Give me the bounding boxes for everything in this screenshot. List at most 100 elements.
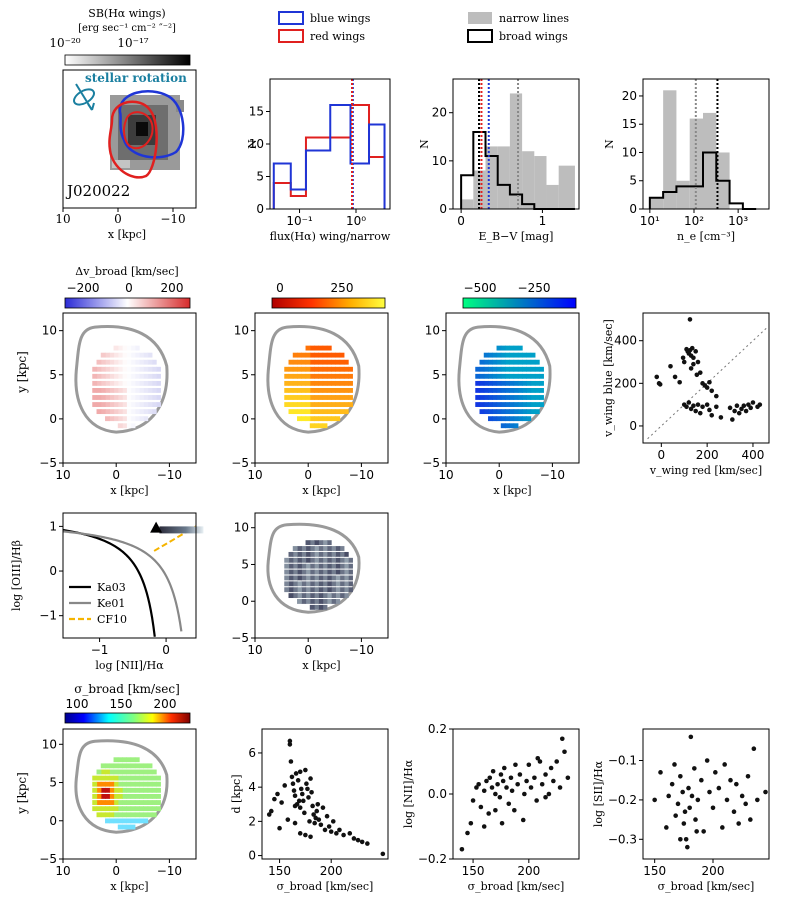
sigsii-ytick-label: −0.3 [608, 832, 637, 846]
bpt-map-pixel [297, 569, 302, 575]
dv-map-ytick-label: 5 [49, 368, 57, 382]
sigma-map-pixel [139, 781, 144, 787]
bpt-map-pixel [292, 569, 298, 575]
bpt-map-pixel [331, 593, 336, 599]
dv-map-pixel [113, 352, 119, 358]
blue-map-pixel [526, 373, 532, 379]
red-map-pixel [309, 409, 315, 415]
bpt-map-pixel [343, 569, 349, 575]
signii-point [493, 791, 498, 797]
blue-map-xtick-label: −10 [540, 468, 565, 482]
bpt-map-pixel [335, 599, 341, 604]
bpt-map-pixel [301, 575, 307, 581]
blue-map-pixel [517, 409, 523, 415]
flux-xtick-label: 10⁰ [346, 214, 366, 228]
red-map-pixel [301, 380, 307, 386]
ne-frame [642, 78, 770, 210]
dv-map-contour [74, 325, 169, 434]
sigma-map-pixel [100, 787, 106, 793]
bpt-map-pixel [305, 599, 311, 604]
red-map-pixel [318, 380, 324, 386]
bpt-map-pixel [318, 587, 324, 593]
blue-map-pixel [534, 359, 540, 365]
blue-map-pixel [522, 373, 527, 379]
blue-map-pixel [522, 395, 527, 400]
dv-map-pixel [126, 409, 132, 415]
sb-map-panel: stellar rotation J020022 10 0 −10 x [kpc… [55, 69, 197, 241]
dv-map-pixel [134, 373, 140, 379]
blue-map-pixel [522, 359, 527, 365]
sigma-map-frame [62, 728, 197, 860]
vwing-point [736, 410, 742, 416]
red-map-pixel [288, 366, 294, 372]
bpt-map-pixel [331, 587, 336, 593]
bpt-map-pixel [309, 581, 315, 587]
red-map-pixel [331, 388, 336, 393]
sigma-map-pixel [117, 800, 123, 805]
bpt-map-pixel [292, 563, 298, 569]
sigma-map-pixel [147, 763, 153, 769]
bpt-map-pixel [305, 581, 311, 587]
sigma-map-pixel [109, 763, 115, 769]
bpt-map-pixel [335, 587, 341, 593]
bpt-map-pixel [301, 551, 307, 557]
sigma-map-pixel [151, 806, 157, 812]
sigma-map-pixel [113, 769, 119, 775]
signii-point [508, 775, 514, 781]
sigma-map-pixel [126, 800, 132, 805]
sigma-d-scatter: 150 200 0 2 4 6 σ_broad [km/sec] d [kpc] [230, 728, 389, 893]
bpt-map-pixel [305, 546, 311, 551]
sigma-map-pixel [122, 763, 127, 769]
bpt-map-pixel [284, 563, 290, 569]
sigma-map-pixel [126, 781, 132, 787]
red-map-pixel [314, 388, 319, 393]
signii-point [504, 785, 509, 790]
red-map-pixel [335, 402, 341, 407]
sigd-point [305, 786, 310, 792]
bpt-map-pixel [301, 557, 307, 563]
ne-xtick-label: 10² [684, 214, 704, 228]
red-map-pixel [292, 409, 298, 415]
red-map-pixel [301, 395, 307, 400]
sigma-map-pixel [96, 794, 102, 799]
narrow-lines-hist-bar [485, 146, 498, 209]
bpt-map-pixel [335, 575, 341, 581]
red-map-pixel [322, 352, 328, 358]
blue-map-pixel [539, 380, 544, 386]
sigd-point [306, 795, 311, 800]
bpt-map-pixel [314, 575, 319, 581]
ebv-ytick-label: 20 [432, 106, 447, 120]
vwing-point [704, 385, 710, 390]
red-map-pixel [331, 395, 336, 400]
dv-map-pixel [156, 395, 161, 400]
signii-point [490, 768, 496, 774]
dv-map-pixel [151, 395, 157, 400]
blue-map-pixel [534, 373, 540, 379]
sigma-map-ytick-label: 0 [49, 814, 57, 828]
bpt-map-pixel [305, 575, 311, 581]
sigd-point [314, 808, 320, 814]
red-map-pixel [288, 359, 294, 365]
dv-map-pixel [105, 380, 110, 386]
sigma-map-pixel [126, 806, 132, 812]
dv-map-pixel [109, 380, 115, 386]
vwing-point [680, 355, 686, 361]
dv-map-pixel [143, 416, 149, 422]
red-map-pixel [301, 402, 307, 407]
vwing-point [709, 412, 715, 418]
bpt-map-pixel [288, 557, 294, 563]
dv-map-pixel [134, 380, 140, 386]
sigma-map-pixel [105, 769, 110, 775]
red-map-pixel [314, 380, 319, 386]
sigma-map-pixel [105, 787, 110, 793]
blue-map-pixel [496, 373, 502, 379]
red-map-pixel [284, 402, 290, 407]
blue-map-pixel [500, 366, 506, 372]
bpt-map-pixel [339, 563, 345, 569]
sigma-map-pixel [105, 806, 110, 812]
sigsii-ytick-label: −0.1 [608, 754, 637, 768]
blue-map-pixel [530, 395, 536, 400]
bpt-map-pixel [309, 546, 315, 551]
red-wing-inner-contour [123, 111, 154, 150]
ebv-xlabel: E_B−V [mag] [479, 230, 554, 243]
